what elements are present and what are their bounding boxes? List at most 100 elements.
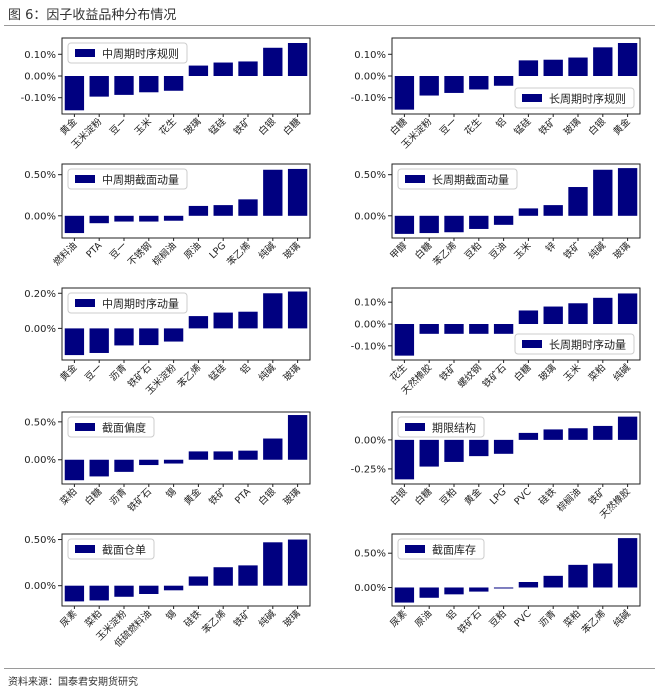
top-rule	[4, 25, 655, 26]
legend-box	[67, 168, 188, 190]
x-category-label: 纯碱	[611, 607, 633, 629]
legend-box	[397, 416, 485, 438]
bar-玉米	[568, 303, 588, 324]
x-category-label: 尿素	[58, 607, 80, 629]
legend-label: 长周期截面动量	[432, 173, 509, 187]
legend-box	[67, 42, 188, 64]
legend-swatch	[405, 423, 425, 431]
x-category-label: 豆一	[108, 240, 130, 262]
bar-花生	[469, 76, 489, 90]
y-tick-label: 0.00%	[354, 435, 386, 446]
plot-frame	[61, 287, 311, 361]
x-category-label: 花生	[462, 115, 484, 137]
x-category-label: 铁矿	[206, 485, 228, 507]
bar-铝	[444, 587, 464, 595]
legend-box	[67, 538, 155, 560]
bar-铁矿	[213, 451, 233, 460]
legend-swatch	[75, 423, 95, 431]
bar-白糖	[518, 310, 539, 324]
x-category-label: 菜粕	[58, 486, 80, 508]
bar-PTA	[89, 215, 109, 224]
bar-纯碱	[263, 293, 283, 329]
legend-label: 期限结构	[432, 421, 476, 435]
bar-铁矿石	[493, 324, 514, 334]
bar-苯乙烯	[213, 567, 233, 586]
bar-PTA	[238, 450, 258, 460]
legend: 截面仓单	[67, 538, 155, 560]
x-category-label: 锌	[543, 239, 559, 255]
legend: 中周期时序规则	[67, 42, 188, 64]
y-tick-label: 0.10%	[354, 298, 386, 309]
bar-黄金	[617, 42, 638, 76]
y-tick-label: 0.00%	[354, 72, 386, 83]
bar-玉米淀粉	[163, 328, 184, 342]
x-category-label: 玻璃	[611, 240, 633, 262]
x-category-label: PVC	[512, 608, 533, 629]
legend-swatch	[522, 94, 542, 102]
y-tick-label: 0.50%	[24, 535, 56, 546]
x-category-label: 白糖	[512, 361, 534, 383]
x-category-label: PVC	[512, 486, 533, 507]
bar-白糖	[419, 215, 439, 234]
y-tick-label: 0.50%	[24, 170, 56, 181]
source-note: 资料来源：国泰君安期货研究	[8, 677, 138, 688]
x-category-label: 菜粕	[82, 608, 104, 630]
legend-swatch	[522, 340, 542, 348]
bar-玻璃	[543, 306, 563, 324]
plot-frame	[61, 411, 311, 485]
x-category-label: 黄金	[611, 115, 633, 137]
x-category-label: 玻璃	[281, 240, 303, 262]
bar-纯碱	[617, 293, 638, 324]
y-tick-label: 0.00%	[24, 72, 56, 83]
legend-box	[514, 87, 635, 109]
x-category-label: 铁矿	[231, 607, 253, 629]
bar-锰硅	[213, 312, 233, 329]
bar-天然橡胶	[419, 324, 439, 334]
bar-低硫燃料油	[139, 585, 159, 594]
x-category-label: 豆一	[83, 362, 105, 384]
y-tick-label: 0.00%	[24, 455, 56, 466]
legend: 截面偏度	[67, 416, 155, 438]
bar-尿素	[64, 585, 85, 602]
x-category-label: 铁矿	[437, 361, 459, 383]
bar-豆粕	[469, 215, 489, 229]
x-category-label: 玉米	[561, 361, 583, 383]
bar-PVC	[518, 432, 539, 440]
chart-panel-2: 0.10%0.00%-0.10%白糖玉米淀粉 豆一 花生铝锰硅 铁矿 玻璃 白银 黄金长周期…	[351, 37, 641, 151]
x-category-label: 纯碱	[256, 361, 278, 383]
bar-纯碱	[263, 169, 283, 216]
x-category-label: 苯乙烯	[430, 239, 459, 268]
legend-label: 中周期时序规则	[102, 47, 179, 61]
x-category-label: 锰硅	[206, 115, 228, 137]
x-category-label: 燃料油	[51, 240, 80, 269]
bar-铁矿	[593, 425, 613, 440]
legend-swatch	[75, 49, 95, 57]
x-category-label: PTA	[84, 240, 104, 260]
bar-纯碱	[593, 169, 613, 216]
chart-panel-9: 0.50%0.00%尿素 菜粕玉米淀粉低硫燃料油锡硅铁苯乙烯 铁矿 纯碱 玻璃截面仓单	[24, 533, 311, 650]
bar-花生	[163, 76, 184, 91]
bar-白糖	[419, 439, 439, 467]
legend-label: 截面仓单	[102, 543, 146, 557]
legend: 期限结构	[397, 416, 485, 438]
bar-PVC	[518, 582, 539, 588]
legend-box	[67, 416, 155, 438]
x-category-label: 原油	[182, 240, 204, 262]
x-category-label: 豆一	[108, 116, 130, 138]
x-category-label: 白银	[256, 115, 278, 137]
x-category-label: 花生	[157, 115, 179, 137]
bar-LPG	[493, 439, 514, 454]
bar-黄金	[64, 76, 85, 111]
legend-swatch	[75, 175, 95, 183]
bar-苯乙烯	[444, 215, 464, 233]
x-category-label: 苯乙烯	[224, 239, 253, 268]
x-category-label: 玉米	[132, 115, 154, 137]
bar-锌	[543, 205, 563, 216]
bar-螺纹钢	[469, 324, 489, 334]
legend-box	[67, 292, 188, 314]
bar-白银	[593, 47, 613, 76]
y-tick-label: 0.50%	[354, 170, 386, 181]
plot-frame	[391, 411, 641, 485]
bar-白银	[394, 439, 415, 480]
